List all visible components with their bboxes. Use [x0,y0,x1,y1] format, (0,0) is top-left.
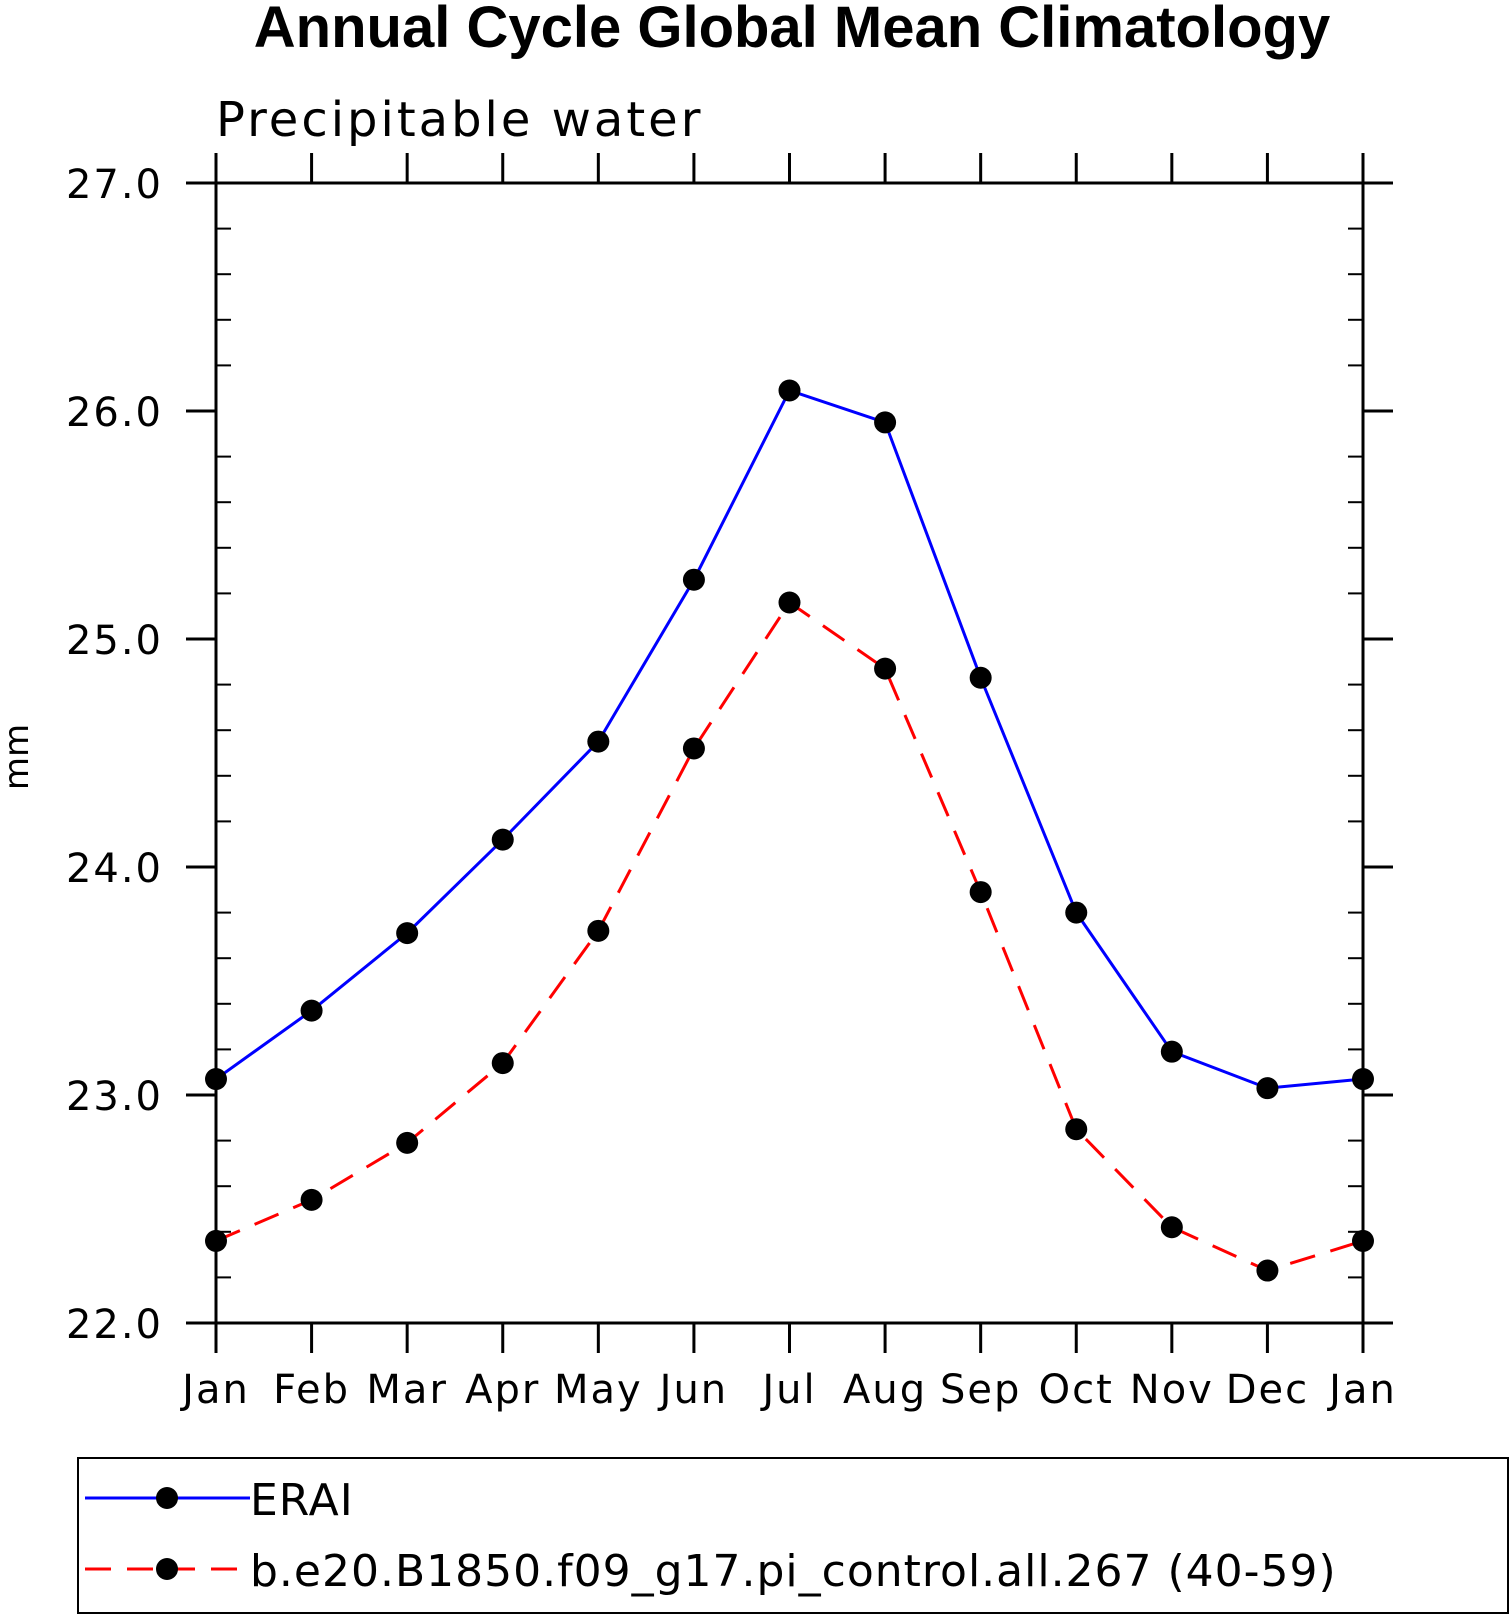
data-point [587,919,610,942]
legend-marker [156,1487,178,1509]
x-tick-label: Feb [273,1367,350,1413]
data-point [969,666,992,689]
data-point [1256,1077,1279,1100]
data-point [778,591,801,614]
legend-label: b.e20.B1850.f09_g17.pi_control.all.267 (… [250,1546,1337,1597]
data-point [874,411,897,434]
x-tick-label: May [554,1367,643,1413]
data-point [1160,1040,1183,1063]
data-point [205,1068,227,1091]
x-tick-label: Jan [1326,1367,1397,1413]
data-point [874,657,897,680]
axes: Jan Feb Mar Apr May Jun Jul Aug Sep Oct Nov Dec Jan 2… [66,153,1397,1413]
y-tick-label: 23.0 [66,1074,163,1120]
x-tick-label: Oct [1039,1367,1114,1413]
data-point [1160,1216,1183,1239]
data-point [1065,1118,1088,1141]
y-tick-label: 26.0 [66,390,163,436]
data-point [300,999,323,1022]
y-tick-label: 25.0 [66,618,163,664]
data-point [969,881,992,904]
data-point [396,922,419,945]
x-tick-label: Jan [179,1367,250,1413]
chart-title: Annual Cycle Global Mean Climatology [254,0,1330,60]
x-tick-label: Apr [465,1367,540,1413]
chart-subtitle: Precipitable water [216,92,703,148]
y-axis-label: mm [0,724,37,790]
series-line-1 [215,388,1364,1090]
legend-label: ERAI [250,1475,354,1526]
y-tick-label: 22.0 [66,1302,163,1348]
x-tick-label: Dec [1226,1367,1309,1413]
data-point [396,1131,419,1154]
plot-frame [214,181,1365,1325]
data-point [1256,1259,1279,1282]
y-tick-label: 27.0 [66,162,163,208]
data-point [1065,901,1088,924]
data-point [491,1052,514,1075]
legend: ERAI b.e20.B1850.f09_g17.pi_control.all.2… [77,1457,1509,1614]
legend-box [77,1457,1509,1614]
series-line-2 [215,600,1364,1273]
x-tick-label: Aug [843,1367,927,1413]
series-lines [205,379,1374,1282]
data-point [205,1229,227,1252]
x-tick-label: Jul [759,1367,816,1413]
x-tick-label: Mar [366,1367,447,1413]
data-point [1352,1068,1374,1091]
y-tick-label: 24.0 [66,846,163,892]
data-point [682,737,705,760]
data-point [587,730,610,753]
x-tick-label: Jun [657,1367,729,1413]
x-tick-label: Nov [1130,1367,1214,1413]
data-point [491,828,514,851]
data-point [300,1188,323,1211]
data-point [1352,1229,1374,1252]
data-point [682,568,705,591]
data-point [778,379,801,402]
x-tick-label: Sep [940,1367,1021,1413]
legend-marker [156,1558,178,1580]
